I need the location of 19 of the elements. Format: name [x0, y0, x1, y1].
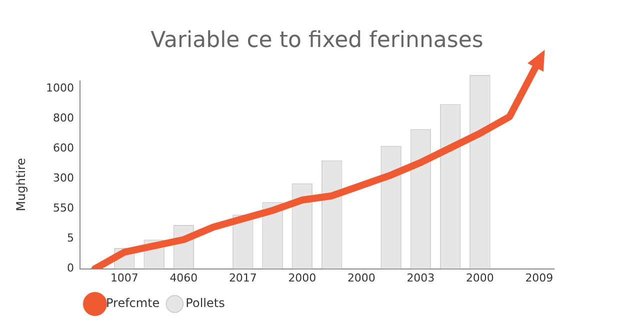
text: 300 [53, 171, 74, 184]
text: 1000 [46, 81, 74, 94]
text: 800 [53, 111, 74, 124]
y-axis-title: Mughtire [14, 158, 28, 212]
x-tick-label: 2000 [466, 271, 494, 284]
x-tick-label: 2017 [228, 271, 257, 284]
x-tick-label: 1007 [110, 271, 138, 284]
legend-label: Prefcmte [106, 296, 160, 310]
text: 600 [53, 141, 74, 154]
x-tick-label: 2000 [288, 271, 316, 284]
chart-title: Variable ce to fixed ferinnases [150, 28, 484, 53]
legend-label: Pollets [186, 296, 225, 310]
x-tick-label: 4060 [170, 271, 198, 284]
x-tick-label: 2003 [406, 271, 435, 284]
x-tick-label: 2000 [347, 271, 376, 284]
text: 5 [67, 232, 74, 245]
text: 0 [67, 262, 74, 275]
text: 550 [53, 202, 74, 215]
x-tick-label: 2009 [525, 271, 554, 284]
